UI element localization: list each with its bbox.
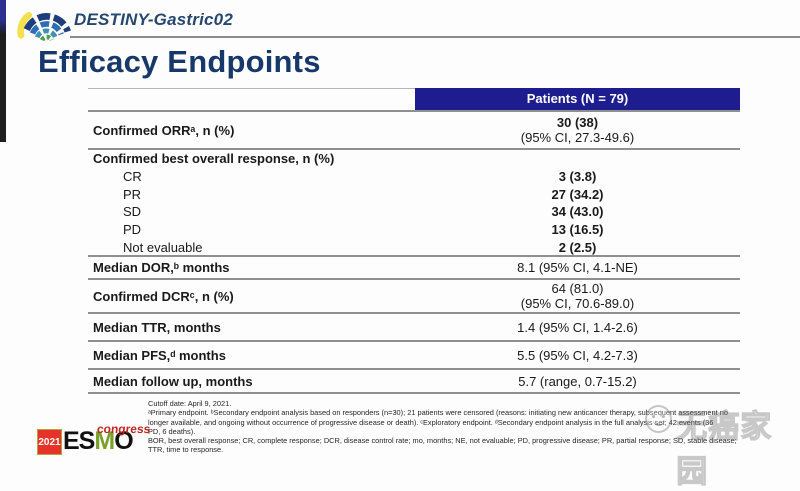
subrow-label-sd: SD: [123, 204, 142, 220]
footnote-cutoff: Cutoff date: April 9, 2021.: [148, 399, 232, 408]
bor-labels: Confirmed best overall response, n (%) C…: [88, 150, 415, 255]
orr-ci: (95% CI, 27.3-49.6): [520, 130, 635, 145]
subrow-label-cr: CR: [123, 168, 142, 184]
table-row-orr: Confirmed ORRᵃ, n (%) 30 (38) (95% CI, 2…: [88, 110, 740, 148]
esmo-letter-o: O: [114, 427, 133, 455]
row-label: Confirmed DCRᶜ, n (%): [93, 288, 234, 304]
subrow-value-ne: 2 (2.5): [558, 239, 597, 255]
row-value: 8.1 (95% CI, 4.1-NE): [517, 260, 638, 275]
video-edge-strip: [0, 0, 6, 142]
table-row-ttr: Median TTR, months 1.4 (95% CI, 1.4-2.6): [88, 312, 740, 340]
table-row-best-overall-response: Confirmed best overall response, n (%) C…: [88, 148, 740, 255]
logo-blue-arc: [29, 21, 64, 36]
subrow-value-sd: 34 (43.0): [551, 204, 604, 220]
esmo-letter-m: M: [94, 427, 115, 455]
row-label: Median follow up, months: [93, 373, 253, 389]
row-value: 5.5 (95% CI, 4.2-7.3): [517, 347, 638, 363]
dcr-ci: (95% CI, 70.6-89.0): [520, 296, 635, 311]
logo-navy-arc: [23, 13, 71, 33]
subrow-label-pd: PD: [123, 222, 142, 238]
footnote-endpoints-2: longer available, and ongoing without oc…: [148, 417, 714, 427]
esmo-year-badge: 2021: [37, 429, 62, 455]
footnote-endpoints-3: PD, 6 deaths).: [148, 426, 196, 436]
efficacy-table: Patients (N = 79) Confirmed ORRᵃ, n (%) …: [88, 88, 740, 394]
logo-green-arc: [39, 34, 54, 42]
esmo-letters-es: ES: [63, 427, 95, 455]
table-row-followup: Median follow up, months 5.7 (range, 0.7…: [88, 368, 740, 394]
footnotes: Cutoff date: April 9, 2021. ᵃPrimary end…: [148, 399, 794, 455]
row-label: Confirmed ORRᵃ, n (%): [93, 122, 235, 138]
logo-teal-arc: [35, 28, 58, 39]
table-row-dor: Median DOR,ᵇ months 8.1 (95% CI, 4.1-NE): [88, 255, 740, 278]
row-label: Median TTR, months: [93, 319, 221, 335]
row-value: 1.4 (95% CI, 1.4-2.6): [517, 319, 638, 335]
logo-yellow-arc: [17, 12, 33, 39]
page-title: Efficacy Endpoints: [38, 44, 321, 79]
header-divider: [70, 36, 800, 38]
table-row-dcr: Confirmed DCRᶜ, n (%) 64 (81.0) (95% CI,…: [88, 278, 740, 312]
row-label: Median PFS,ᵈ months: [93, 347, 226, 363]
spacer: [415, 150, 740, 168]
table-row-pfs: Median PFS,ᵈ months 5.5 (95% CI, 4.2-7.3…: [88, 340, 740, 368]
bor-values: 3 (3.8) 27 (34.2) 34 (43.0) 13 (16.5) 2 …: [415, 150, 740, 255]
footnote-abbreviations-1: BOR, best overall response; CR, complete…: [148, 436, 737, 446]
footnote-abbreviations-2: TTR, time to response.: [148, 445, 224, 455]
subrow-label-pr: PR: [123, 186, 142, 202]
subrow-value-cr: 3 (3.8): [558, 168, 597, 184]
table-header-empty-cell: [88, 88, 415, 110]
esmo-congress-label: congress: [96, 422, 152, 436]
row-value: 64 (81.0) (95% CI, 70.6-89.0): [415, 280, 740, 312]
table-header-patients: Patients (N = 79): [415, 88, 740, 110]
orr-value: 30 (38): [556, 115, 599, 130]
footnote-endpoints-1: ᵃPrimary endpoint. ᵇSecondary endpoint a…: [148, 408, 728, 418]
esmo-wordmark: ESMO: [63, 426, 134, 456]
subrow-value-pd: 13 (16.5): [551, 222, 604, 238]
row-value: 30 (38) (95% CI, 27.3-49.6): [415, 112, 740, 148]
row-label: Confirmed best overall response, n (%): [93, 151, 335, 166]
destiny-fan-logo: [17, 12, 71, 42]
trial-name: DESTINY-Gastric02: [74, 10, 233, 29]
dcr-value: 64 (81.0): [551, 281, 604, 296]
subrow-value-pr: 27 (34.2): [551, 186, 604, 202]
esmo-congress-logo: 2021 ESMO congress: [37, 422, 167, 456]
subrow-label-ne: Not evaluable: [123, 239, 203, 255]
row-label: Median DOR,ᵇ months: [93, 260, 230, 275]
table-header-row: Patients (N = 79): [88, 88, 740, 110]
row-value: 5.7 (range, 0.7-15.2): [518, 373, 637, 389]
